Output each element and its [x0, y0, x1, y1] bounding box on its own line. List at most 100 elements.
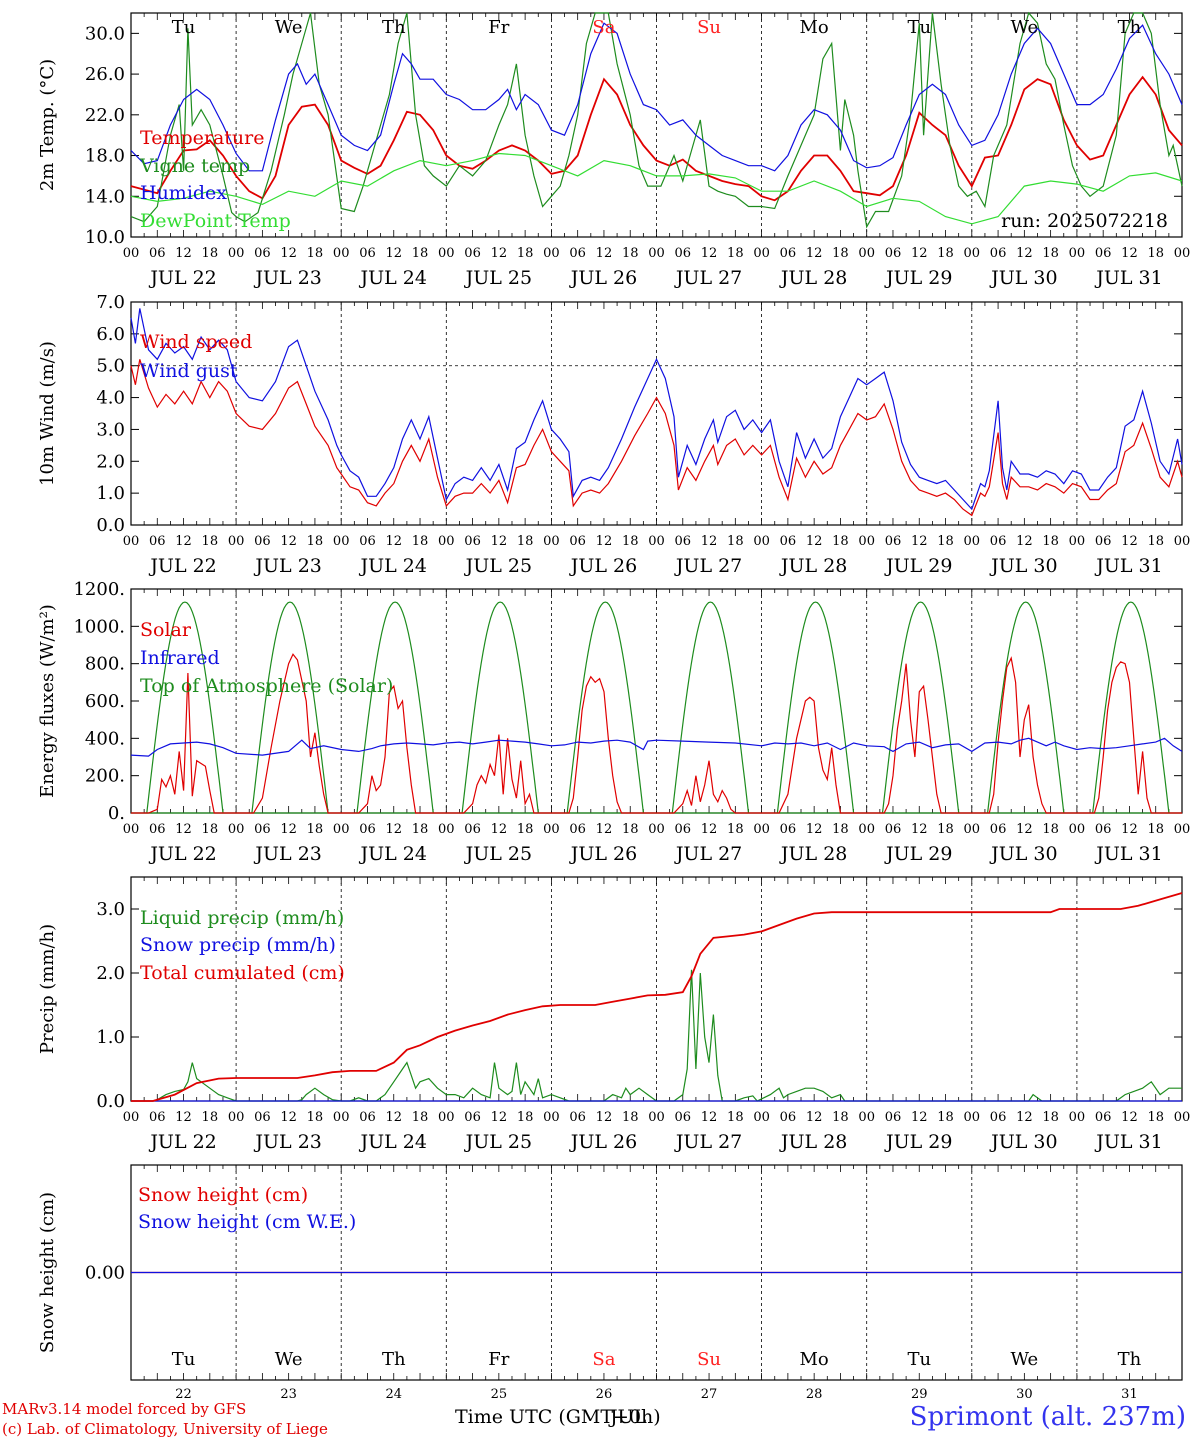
- hour-tick-label: 18: [307, 246, 324, 261]
- legend-dewpoint-temp: DewPoint Temp: [140, 210, 291, 232]
- x-axis-label: Time UTC (GMT+0h): [455, 1406, 661, 1428]
- hour-tick-label: 06: [149, 246, 166, 261]
- hour-tick-label: 18: [832, 534, 849, 549]
- hour-tick-label: 06: [780, 246, 797, 261]
- hour-tick-label: 12: [175, 534, 192, 549]
- hour-tick-label: 06: [149, 534, 166, 549]
- hour-tick-label: 18: [202, 1110, 219, 1125]
- hour-tick-label: 00: [858, 822, 875, 837]
- hour-tick-label: 12: [911, 534, 928, 549]
- hour-tick-label: 18: [727, 534, 744, 549]
- hour-tick-label: 06: [254, 246, 271, 261]
- legend-solar: Solar: [140, 619, 192, 641]
- hour-tick-label: 18: [727, 246, 744, 261]
- y-tick-label: 600.: [85, 691, 125, 712]
- series-dewpoint-temp-line: [130, 152, 1183, 225]
- hour-tick-label: 12: [806, 534, 823, 549]
- hour-tick-label: 18: [412, 822, 429, 837]
- hour-tick-label: 12: [175, 1110, 192, 1125]
- y-tick-label: 30.0: [85, 23, 125, 44]
- y-tick-label: 0.0: [96, 1091, 125, 1112]
- y-tick-label: 4.0: [96, 388, 125, 409]
- hour-tick-label: 18: [1147, 246, 1164, 261]
- weekday-label: Th: [1118, 1349, 1142, 1370]
- weekday-label: We: [275, 17, 303, 38]
- hour-tick-label: 18: [937, 534, 954, 549]
- hour-tick-label: 12: [806, 822, 823, 837]
- hour-tick-label: 06: [885, 534, 902, 549]
- hour-tick-label: 12: [175, 246, 192, 261]
- legend-temperature: Temperature: [140, 127, 264, 149]
- hour-tick-label: 12: [596, 534, 613, 549]
- date-label: JUL 27: [674, 555, 742, 577]
- weekday-label: Sa: [592, 17, 615, 38]
- y-tick-label: 2.0: [96, 963, 125, 984]
- run-label: run: 2025072218: [1001, 210, 1168, 232]
- hour-tick-label: 00: [1174, 822, 1191, 837]
- hour-tick-label: 18: [622, 822, 639, 837]
- hour-tick-label: 18: [412, 1110, 429, 1125]
- hour-tick-label: 00: [543, 1110, 560, 1125]
- hour-tick-label: 06: [1095, 1110, 1112, 1125]
- hour-tick-label: 12: [491, 246, 508, 261]
- hour-tick-label: 06: [885, 1110, 902, 1125]
- date-label: JUL 24: [359, 1131, 427, 1153]
- location-label: Sprimont (alt. 237m): [909, 1402, 1186, 1432]
- date-label: JUL 29: [884, 1131, 952, 1153]
- hour-tick-label: 00: [228, 1110, 245, 1125]
- hour-tick-label: 18: [1042, 246, 1059, 261]
- hour-tick-label: 12: [1121, 1110, 1138, 1125]
- series-temperature-line: [130, 75, 1183, 202]
- hour-tick-label: 12: [491, 534, 508, 549]
- date-label: JUL 24: [359, 267, 427, 289]
- day-number-label: 25: [491, 1387, 508, 1402]
- hour-tick-label: 12: [1016, 534, 1033, 549]
- hour-tick-label: 00: [438, 822, 455, 837]
- hour-tick-label: 00: [438, 1110, 455, 1125]
- hour-tick-label: 12: [280, 534, 297, 549]
- date-label: JUL 28: [779, 1131, 847, 1153]
- hour-tick-label: 12: [491, 1110, 508, 1125]
- hour-tick-label: 18: [517, 534, 534, 549]
- hour-tick-label: 00: [753, 1110, 770, 1125]
- date-label: JUL 26: [569, 555, 637, 577]
- hour-tick-label: 18: [832, 1110, 849, 1125]
- hour-tick-label: 12: [175, 822, 192, 837]
- hour-tick-label: 00: [123, 822, 140, 837]
- day-number-label: 31: [1121, 1387, 1138, 1402]
- hour-tick-label: 12: [701, 822, 718, 837]
- hour-tick-label: 12: [280, 1110, 297, 1125]
- series-humidex-line: [130, 22, 1183, 172]
- hour-tick-label: 12: [596, 1110, 613, 1125]
- hour-tick-label: 00: [123, 246, 140, 261]
- hour-tick-label: 06: [149, 1110, 166, 1125]
- hour-tick-label: 18: [1147, 1110, 1164, 1125]
- hour-tick-label: 06: [675, 1110, 692, 1125]
- hour-tick-label: 06: [675, 534, 692, 549]
- hour-tick-label: 06: [990, 534, 1007, 549]
- series-wind-speed-line: [130, 359, 1183, 517]
- y-tick-label: 2.0: [96, 451, 125, 472]
- hour-tick-label: 06: [885, 822, 902, 837]
- hour-tick-label: 00: [753, 246, 770, 261]
- hour-tick-label: 00: [123, 534, 140, 549]
- hour-tick-label: 06: [990, 246, 1007, 261]
- hour-tick-label: 12: [596, 246, 613, 261]
- date-label: JUL 22: [148, 1131, 216, 1153]
- hour-tick-label: 00: [648, 534, 665, 549]
- hour-tick-label: 18: [727, 822, 744, 837]
- weekday-label: Mo: [800, 17, 829, 38]
- hour-tick-label: 12: [280, 246, 297, 261]
- legend-infrared: Infrared: [140, 647, 220, 669]
- date-label: JUL 23: [253, 843, 321, 865]
- date-label: JUL 25: [464, 843, 532, 865]
- hour-tick-label: 06: [1095, 246, 1112, 261]
- day-number-label: 29: [911, 1387, 928, 1402]
- x-axis-overlap-label: JUL: [610, 1406, 647, 1428]
- hour-tick-label: 18: [832, 822, 849, 837]
- hour-tick-label: 06: [990, 1110, 1007, 1125]
- hour-tick-label: 12: [385, 246, 402, 261]
- hour-tick-label: 18: [1042, 822, 1059, 837]
- weekday-label: Fr: [488, 17, 509, 38]
